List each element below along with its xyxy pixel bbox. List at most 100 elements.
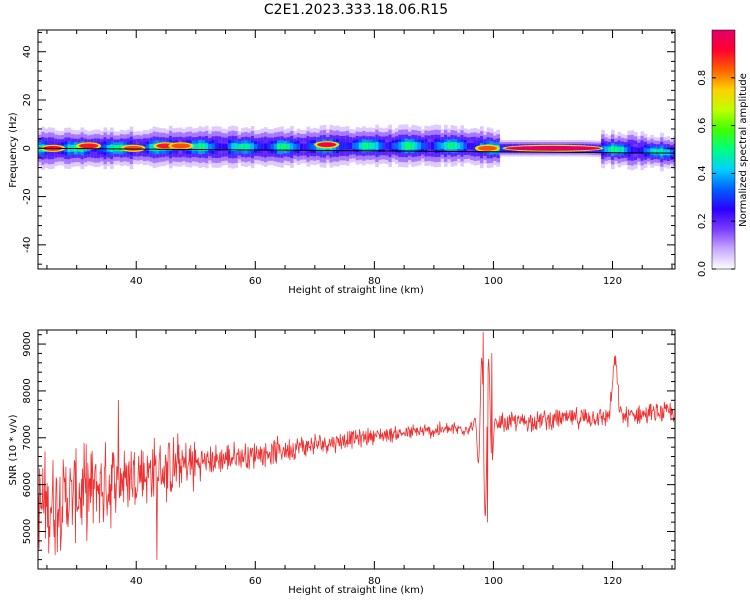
heatmap-cell — [421, 142, 425, 149]
x-tick-label: 80 — [368, 276, 381, 287]
heatmap-cell — [204, 143, 209, 151]
heatmap-cell — [407, 142, 412, 150]
heatmap-cell — [656, 149, 661, 155]
snr-y-ticks: 5000 6000 7000 8000 9000 — [22, 331, 675, 570]
snr-panel: 40 60 80 100 120 5000 6000 7000 8000 9000 Height… — [8, 329, 676, 596]
y-tick-label: 5000 — [22, 519, 33, 544]
y-tick-label: 0 — [22, 145, 33, 151]
heatmap-cell — [191, 143, 196, 151]
heatmap-cell — [437, 142, 442, 150]
colorbar-tick-label: 0.4 — [697, 165, 708, 181]
heatmap-cell — [640, 147, 645, 155]
heatmap-cell — [411, 142, 415, 150]
x-tick-label: 100 — [484, 276, 503, 287]
heatmap-cell — [470, 143, 474, 150]
heatmap-cell — [385, 142, 389, 150]
heatmap-cell — [152, 143, 157, 152]
y-tick-label: -20 — [22, 188, 33, 204]
heatmap-cell — [293, 143, 298, 150]
colorbar-tick-label: 0.8 — [697, 70, 708, 86]
heatmap-hotspot-core — [123, 145, 143, 151]
heatmap-cell — [149, 143, 154, 151]
heatmap-cell — [607, 146, 612, 152]
heatmap-cell — [440, 142, 445, 149]
heatmap-cell — [263, 143, 268, 151]
heatmap-cell — [267, 143, 271, 151]
heatmap-cell — [601, 145, 605, 153]
heatmap-cell — [313, 143, 317, 150]
x-tick-label: 100 — [484, 576, 503, 587]
spectrogram-panel: 40 60 80 100 120 -40 -20 0 20 40 Height of strai… — [8, 29, 676, 296]
colorbar-tick-label: 0.0 — [697, 261, 708, 277]
heatmap-cell — [201, 143, 206, 151]
heatmap-cell — [231, 143, 235, 152]
heatmap-cell — [103, 144, 108, 153]
heatmap-cell — [444, 142, 448, 150]
y-tick-label: 6000 — [22, 472, 33, 497]
frequency-track-line — [37, 147, 676, 154]
heatmap-cell — [116, 145, 121, 152]
heatmap-cell — [345, 142, 350, 150]
heatmap-cell — [277, 143, 281, 151]
heatmap-cell — [624, 147, 628, 153]
heatmap-cell — [460, 142, 465, 150]
heatmap-cell — [198, 143, 203, 151]
heatmap-cell — [349, 142, 353, 149]
heatmap-cell — [290, 143, 294, 151]
heatmap-cell — [666, 149, 671, 156]
heatmap-cell — [394, 142, 399, 150]
heatmap-cell — [617, 146, 622, 153]
spectrogram-y-axis-label: Frequency (Hz) — [8, 112, 19, 188]
colorbar-ticks: 0.0 0.2 0.4 0.6 0.8 — [697, 70, 735, 277]
heatmap-cell — [270, 143, 275, 151]
snr-series-line — [37, 331, 675, 560]
heatmap-cell — [250, 143, 255, 151]
heatmap-cell — [234, 143, 239, 151]
x-tick-label: 60 — [249, 576, 262, 587]
heatmap-cell — [218, 143, 222, 151]
heatmap-cell — [273, 143, 278, 151]
heatmap-cell — [237, 144, 242, 151]
x-tick-label: 60 — [249, 276, 262, 287]
spectrogram-heatmap — [38, 124, 676, 172]
heatmap-cell — [211, 143, 216, 151]
heatmap-cell — [296, 143, 301, 151]
heatmap-cell — [368, 142, 373, 150]
heatmap-cell — [378, 142, 383, 150]
heatmap-cell — [221, 143, 226, 151]
heatmap-cell — [113, 145, 117, 152]
heatmap-cell — [208, 143, 212, 151]
figure-title: C2E1.2023.333.18.06.R15 — [264, 2, 448, 18]
heatmap-cell — [404, 141, 409, 150]
heatmap-cell — [362, 142, 366, 150]
heatmap-cell — [280, 143, 284, 151]
heatmap-cell — [355, 142, 360, 150]
heatmap-cell — [463, 142, 468, 150]
heatmap-cell — [299, 143, 304, 150]
snr-x-axis-label: Height of straight line (km) — [288, 585, 424, 596]
heatmap-cell — [604, 146, 609, 152]
x-tick-label: 40 — [130, 576, 143, 587]
snr-y-axis-label: SNR (10 * v/v) — [8, 414, 19, 485]
heatmap-cell — [146, 144, 150, 151]
heatmap-cell — [110, 144, 114, 153]
heatmap-cell — [650, 148, 654, 155]
y-tick-label: 9000 — [22, 331, 33, 356]
y-tick-label: 7000 — [22, 425, 33, 450]
heatmap-cell — [627, 146, 632, 154]
heatmap-cell — [453, 142, 458, 150]
heatmap-cell — [611, 145, 615, 154]
heatmap-cell — [620, 146, 625, 153]
heatmap-cell — [434, 141, 438, 150]
heatmap-cell — [424, 142, 429, 150]
spectrogram-frame — [37, 29, 676, 270]
colorbar: 0.0 0.2 0.4 0.6 0.8 Normalized spectral ampl… — [697, 29, 749, 277]
heatmap-cell — [375, 141, 379, 150]
heatmap-hotspot-core — [477, 145, 497, 151]
heatmap-cell — [473, 143, 478, 151]
x-tick-label: 120 — [603, 276, 622, 287]
heatmap-hotspot-core — [171, 143, 191, 149]
y-tick-label: 8000 — [22, 378, 33, 403]
colorbar-tick-label: 0.2 — [697, 213, 708, 229]
heatmap-cell — [358, 142, 363, 150]
